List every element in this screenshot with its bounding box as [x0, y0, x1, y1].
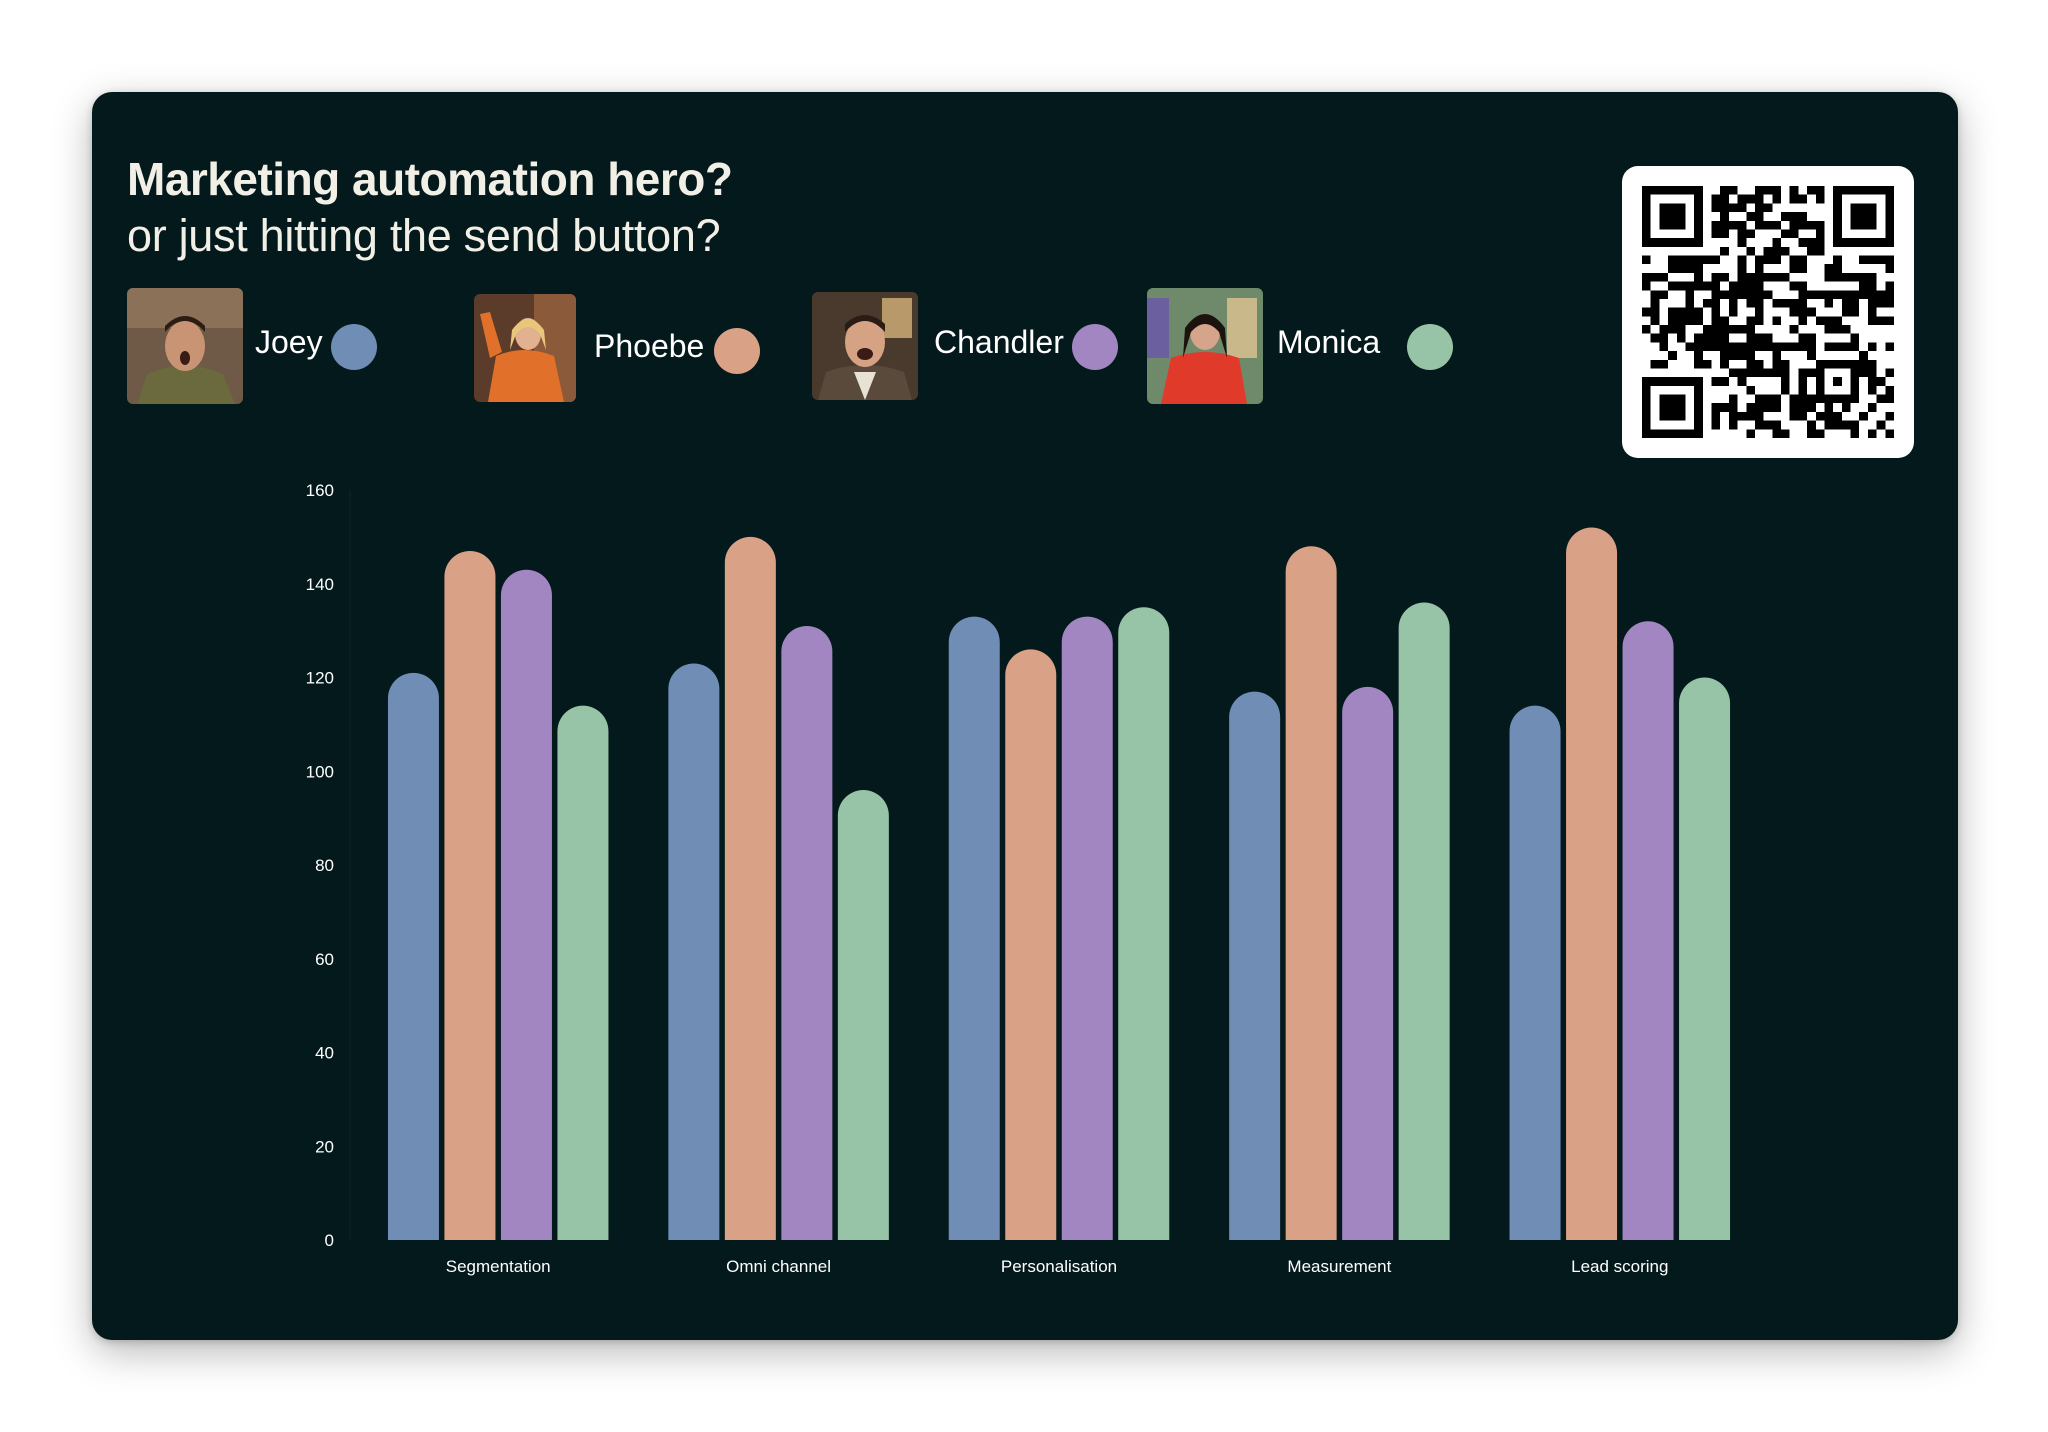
bar-joey-segmentation — [387, 672, 439, 1240]
bar-phoebe-omni-channel — [724, 536, 776, 1240]
x-category-label: Omni channel — [726, 1257, 831, 1276]
bar-joey-lead-scoring — [1509, 705, 1561, 1240]
bar-monica-segmentation — [557, 705, 609, 1240]
bar-phoebe-measurement — [1285, 546, 1337, 1240]
bar-chandler-segmentation — [500, 569, 552, 1240]
bar-monica-omni-channel — [837, 790, 889, 1240]
legend-dot-chandler — [1072, 324, 1118, 370]
bar-chandler-measurement — [1342, 686, 1394, 1240]
legend-dot-phoebe — [714, 328, 760, 374]
bar-phoebe-personalisation — [1005, 649, 1057, 1240]
qr-code[interactable] — [1622, 166, 1914, 458]
y-tick-label: 60 — [315, 950, 334, 969]
x-category-label: Lead scoring — [1571, 1257, 1668, 1276]
legend-dot-monica — [1407, 324, 1453, 370]
y-tick-label: 100 — [306, 762, 334, 781]
bar-monica-lead-scoring — [1679, 677, 1731, 1240]
bar-monica-personalisation — [1118, 607, 1170, 1240]
joey-photo — [127, 288, 243, 404]
y-tick-label: 80 — [315, 856, 334, 875]
chandler-photo — [812, 292, 918, 400]
qr-code-icon — [1642, 186, 1894, 438]
y-tick-label: 120 — [306, 669, 334, 688]
y-tick-label: 20 — [315, 1137, 334, 1156]
legend-label-chandler: Chandler — [934, 324, 1064, 360]
legend-dot-joey — [331, 324, 377, 370]
bar-monica-measurement — [1398, 602, 1450, 1240]
monica-photo — [1147, 288, 1263, 404]
x-category-label: Measurement — [1287, 1257, 1391, 1276]
x-category-label: Segmentation — [446, 1257, 551, 1276]
chart-subtitle: or just hitting the send button? — [127, 210, 721, 261]
legend-label-monica: Monica — [1277, 324, 1381, 360]
y-tick-label: 40 — [315, 1044, 334, 1063]
bar-chandler-personalisation — [1061, 616, 1113, 1240]
legend-label-phoebe: Phoebe — [594, 328, 705, 364]
bar-chandler-omni-channel — [781, 625, 833, 1240]
bar-joey-omni-channel — [668, 663, 720, 1240]
phoebe-photo — [474, 294, 576, 402]
x-category-label: Personalisation — [1001, 1257, 1117, 1276]
bar-phoebe-segmentation — [444, 550, 496, 1240]
bar-phoebe-lead-scoring — [1566, 527, 1618, 1240]
bar-joey-measurement — [1229, 691, 1281, 1240]
bar-joey-personalisation — [948, 616, 1000, 1240]
legend-label-joey: Joey — [255, 324, 323, 360]
chart-title: Marketing automation hero? — [127, 153, 733, 205]
y-tick-label: 160 — [306, 481, 334, 500]
y-tick-label: 0 — [325, 1231, 334, 1250]
bar-chandler-lead-scoring — [1622, 621, 1674, 1240]
y-tick-label: 140 — [306, 575, 334, 594]
